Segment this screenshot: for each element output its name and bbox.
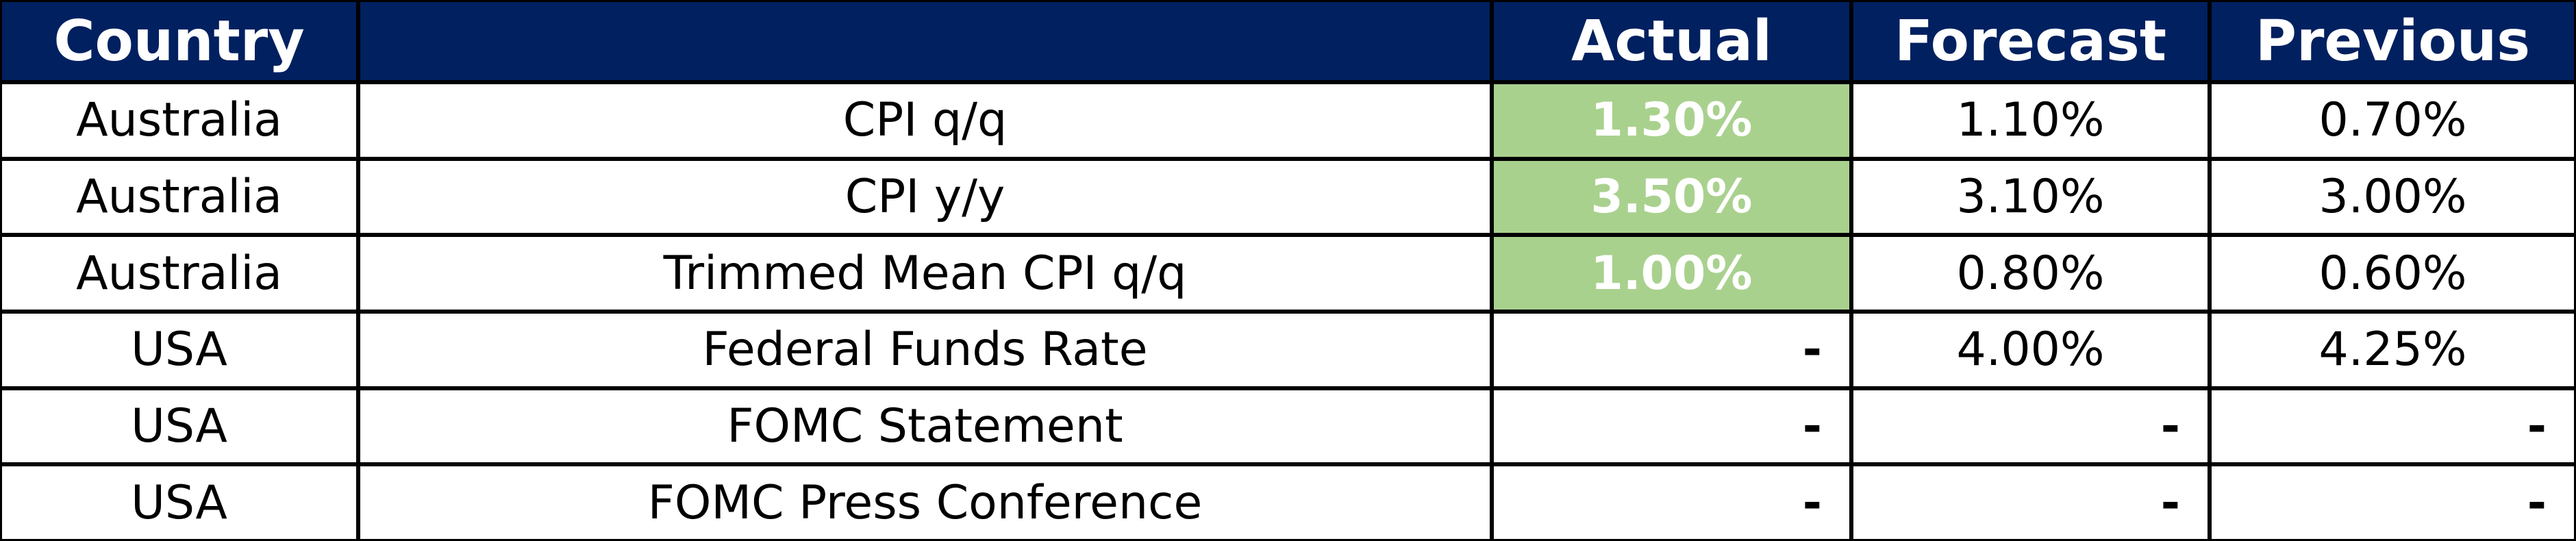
cell-text: 3.00% — [2318, 169, 2467, 224]
table-cell: 0.80% — [1851, 235, 2210, 312]
table-cell: FOMC Statement — [358, 388, 1492, 465]
cell-text: - — [1802, 475, 1822, 530]
table-cell: Trimmed Mean CPI q/q — [358, 235, 1492, 312]
cell-text: CPI y/y — [845, 169, 1005, 224]
table-cell: CPI q/q — [358, 82, 1492, 159]
cell-text: 3.50% — [1590, 169, 1753, 224]
cell-text: Australia — [76, 169, 282, 224]
table-cell: - — [2210, 388, 2576, 465]
cell-text: USA — [131, 323, 227, 377]
table-cell: 4.25% — [2210, 312, 2576, 388]
header-cell: Actual — [1492, 0, 1851, 82]
header-cell: Forecast — [1851, 0, 2210, 82]
cell-text: 1.10% — [1956, 93, 2105, 148]
cell-text: 1.30% — [1590, 93, 1753, 148]
cell-text: - — [2160, 475, 2180, 530]
cell-text: - — [1802, 399, 1822, 453]
cell-text: 3.10% — [1956, 169, 2105, 224]
cell-text: 4.25% — [2318, 323, 2467, 377]
table-cell: - — [2210, 464, 2576, 541]
cell-text: Country — [53, 8, 305, 74]
cell-text: Trimmed Mean CPI q/q — [663, 246, 1187, 301]
table-cell: FOMC Press Conference — [358, 464, 1492, 541]
cell-text: Previous — [2255, 8, 2531, 74]
cell-text: FOMC Statement — [727, 399, 1123, 453]
cell-text: - — [2527, 475, 2547, 530]
table-cell: - — [1492, 388, 1851, 465]
cell-text: 0.70% — [2318, 93, 2467, 148]
table-cell: 1.10% — [1851, 82, 2210, 159]
cell-text: USA — [131, 475, 227, 530]
cell-text: Australia — [76, 93, 282, 148]
table-cell: 3.00% — [2210, 158, 2576, 236]
table-cell: 0.70% — [2210, 82, 2576, 159]
cell-text: CPI q/q — [842, 93, 1008, 148]
cell-text: Forecast — [1894, 8, 2167, 74]
cell-text: - — [2527, 399, 2547, 453]
header-cell — [358, 0, 1492, 82]
cell-text: 4.00% — [1956, 323, 2105, 377]
cell-text: Federal Funds Rate — [702, 323, 1148, 377]
table-cell: 1.30% — [1492, 82, 1851, 159]
table-cell: Australia — [0, 235, 358, 312]
cell-text: Actual — [1571, 8, 1773, 74]
table-cell: Australia — [0, 82, 358, 159]
header-cell: Country — [0, 0, 358, 82]
table-cell: CPI y/y — [358, 158, 1492, 236]
table-cell: - — [1492, 312, 1851, 388]
cell-text: 0.60% — [2318, 246, 2467, 301]
table-cell: - — [1851, 388, 2210, 465]
table-cell: 0.60% — [2210, 235, 2576, 312]
table-cell: 1.00% — [1492, 235, 1851, 312]
cell-text: USA — [131, 399, 227, 453]
cell-text: - — [1802, 323, 1822, 377]
table-cell: 3.50% — [1492, 158, 1851, 236]
table-cell: 4.00% — [1851, 312, 2210, 388]
cell-text: 0.80% — [1956, 246, 2105, 301]
table-cell: USA — [0, 464, 358, 541]
header-cell: Previous — [2210, 0, 2576, 82]
cell-text: - — [2160, 399, 2180, 453]
table-cell: Australia — [0, 158, 358, 236]
table-cell: USA — [0, 312, 358, 388]
cell-text: Australia — [76, 246, 282, 301]
table-cell: 3.10% — [1851, 158, 2210, 236]
cell-text: 1.00% — [1590, 246, 1753, 301]
table-cell: - — [1492, 464, 1851, 541]
table-cell: USA — [0, 388, 358, 465]
cell-text: FOMC Press Conference — [647, 475, 1203, 530]
table-cell: - — [1851, 464, 2210, 541]
table-cell: Federal Funds Rate — [358, 312, 1492, 388]
